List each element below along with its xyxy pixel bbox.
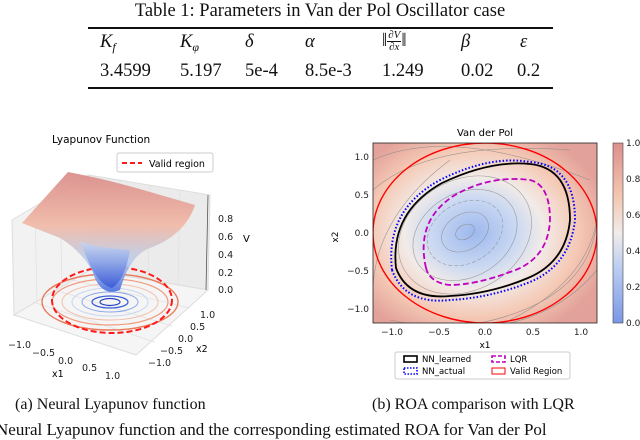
valid-region-contour: [51, 266, 173, 334]
legend-valid-swatch: [491, 367, 506, 375]
svg-text:0.0: 0.0: [626, 319, 640, 329]
svg-text:0.2: 0.2: [218, 268, 233, 279]
plot-title: Lyapunov Function: [52, 134, 150, 146]
header-beta: β: [461, 32, 471, 52]
floor-pane: [12, 269, 210, 356]
value-kf: 3.4599: [100, 61, 151, 81]
svg-text:1.0: 1.0: [355, 153, 370, 163]
header-kf: Kf: [100, 32, 116, 54]
nn-actual-boundary: [390, 159, 577, 302]
value-beta: 0.02: [461, 61, 494, 81]
colorbar-tick-labels: 1.0 0.8 0.6 0.4 0.2 0.0: [626, 139, 640, 329]
header-kphi: Kφ: [180, 32, 199, 54]
svg-text:1.0: 1.0: [626, 139, 640, 149]
svg-text:0.5: 0.5: [526, 328, 540, 338]
legend-nn-learned-swatch: [403, 355, 418, 363]
z-axis-label: V: [243, 234, 250, 245]
y-tick-labels: 1.0 0.5 0.0 −0.5 −1.0: [148, 310, 215, 369]
legend-lqr-swatch: [491, 355, 506, 363]
svg-text:−0.5: −0.5: [32, 348, 55, 359]
svg-text:1.0: 1.0: [200, 310, 215, 321]
header-epsilon: ε: [520, 32, 528, 52]
svg-text:0.0: 0.0: [478, 328, 493, 338]
svg-text:0.8: 0.8: [626, 175, 640, 185]
lyapunov-bowl: [80, 242, 130, 288]
header-alpha: α: [305, 32, 315, 52]
legend-lqr-label: LQR: [510, 355, 527, 365]
svg-text:0.4: 0.4: [626, 247, 640, 257]
svg-text:−1.0: −1.0: [347, 305, 369, 315]
legend-valid-label: Valid region: [149, 159, 205, 170]
svg-text:−1.0: −1.0: [381, 328, 403, 338]
svg-text:0.5: 0.5: [82, 363, 97, 374]
svg-text:0.0: 0.0: [218, 285, 233, 296]
svg-text:−0.5: −0.5: [347, 267, 369, 277]
table-bottom-rule: [88, 87, 553, 89]
svg-text:0.0: 0.0: [58, 356, 73, 367]
streamlines: [373, 146, 597, 323]
svg-text:0.0: 0.0: [355, 229, 370, 239]
figure-caption: Neural Lyapunov function and the corresp…: [0, 420, 547, 439]
x-axis-label: x1: [479, 341, 490, 351]
y-axis-label: x2: [331, 231, 341, 242]
y-axis-label: x2: [196, 344, 208, 355]
colorbar: [612, 142, 624, 324]
x-tick-labels: −1.0 −0.5 0.0 0.5 1.0: [8, 340, 120, 382]
svg-text:0.0: 0.0: [178, 334, 193, 345]
svg-text:−0.5: −0.5: [160, 346, 183, 357]
value-alpha: 8.5e-3: [305, 61, 352, 81]
lyapunov-surface: [22, 172, 195, 292]
legend-nn-learned-label: NN_learned: [422, 355, 471, 365]
header-delta: δ: [245, 32, 254, 52]
subfigure-b-caption: (b) ROA comparison with LQR: [372, 396, 575, 413]
subfigure-a-caption: (a) Neural Lyapunov function: [15, 396, 206, 413]
svg-text:0.2: 0.2: [626, 283, 640, 293]
legend-box: [394, 351, 571, 380]
svg-text:0.4: 0.4: [218, 250, 233, 261]
axes-frame: [372, 142, 598, 324]
svg-text:1.0: 1.0: [574, 328, 589, 338]
svg-text:−1.0: −1.0: [148, 358, 171, 369]
nn-learned-boundary: [394, 162, 571, 298]
value-epsilon: 0.2: [517, 61, 541, 81]
svg-text:1.0: 1.0: [105, 371, 120, 382]
x-axis-label: x1: [52, 369, 64, 380]
plot-title: Van der Pol: [457, 128, 513, 139]
legend-box: [116, 152, 214, 173]
lqr-boundary: [422, 178, 551, 286]
legend-nn-actual-label: NN_actual: [422, 367, 465, 377]
value-grad-norm: 1.249: [382, 61, 424, 81]
svg-text:0.6: 0.6: [218, 232, 233, 243]
svg-text:0.5: 0.5: [355, 191, 369, 201]
value-kphi: 5.197: [180, 61, 222, 81]
header-grad-norm: ‖ ∂V ∂x ‖: [382, 29, 407, 53]
y-tick-labels: 1.0 0.5 0.0 −0.5 −1.0: [347, 153, 369, 315]
svg-text:0.5: 0.5: [190, 322, 205, 333]
x-tick-labels: −1.0 −0.5 0.0 0.5 1.0: [381, 328, 588, 338]
table-top-rule: [88, 27, 553, 29]
legend-nn-actual-swatch: [403, 367, 418, 375]
svg-text:−0.5: −0.5: [428, 328, 450, 338]
legend-valid-label: Valid Region: [510, 367, 562, 377]
z-tick-labels: 0.8 0.6 0.4 0.2 0.0: [218, 214, 233, 296]
roa-plot: Van der Pol −1.0 −0.5 0.0 0.5 1.0 x1 1.0…: [331, 128, 640, 380]
svg-text:0.8: 0.8: [218, 214, 233, 225]
table-caption: Table 1: Parameters in Van der Pol Oscil…: [134, 1, 506, 21]
lyapunov-3d-plot: 0.8 0.6 0.4 0.2 0.0 V −1.0 −0.5 0.0 0.5 …: [8, 134, 250, 382]
svg-text:−1.0: −1.0: [8, 340, 31, 351]
value-delta: 5e-4: [245, 61, 278, 81]
svg-text:0.6: 0.6: [626, 211, 640, 221]
